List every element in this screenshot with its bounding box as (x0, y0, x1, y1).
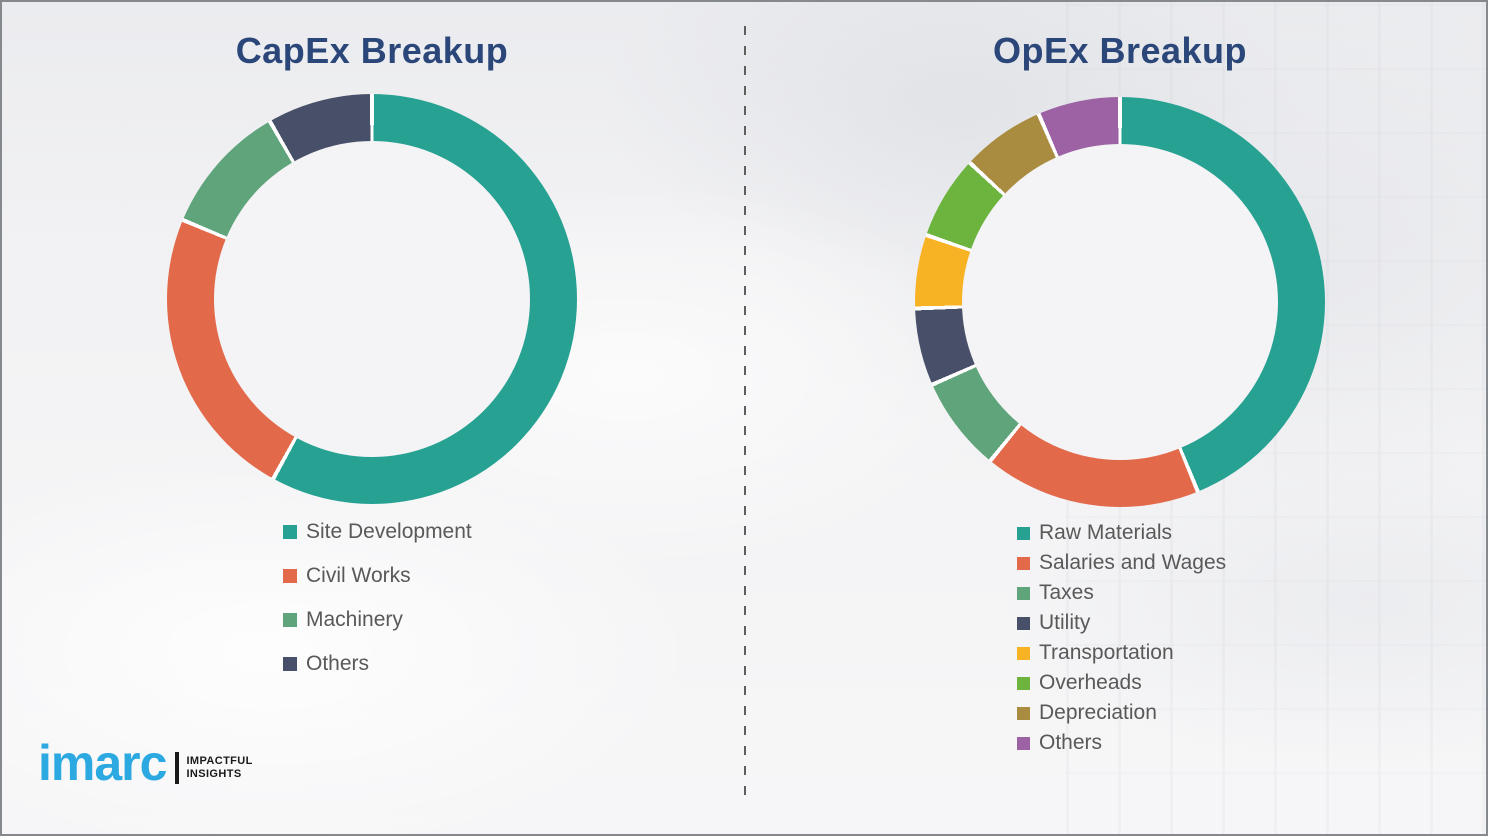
legend-item-site-development: Site Development (283, 510, 472, 554)
legend-swatch-icon (283, 613, 297, 627)
legend-label: Raw Materials (1039, 521, 1173, 544)
legend-label: Taxes (1039, 581, 1094, 604)
legend-item-others: Others (1017, 728, 1226, 758)
capex-donut-hole (214, 141, 530, 457)
legend-swatch-icon (1017, 676, 1030, 690)
legend-item-utility: Utility (1017, 608, 1226, 638)
legend-swatch-icon (1017, 736, 1030, 750)
legend-swatch-icon (1017, 586, 1030, 600)
legend-item-overheads: Overheads (1017, 668, 1226, 698)
legend-swatch-icon (1017, 526, 1030, 540)
legend-item-others: Others (283, 642, 472, 686)
imarc-wordmark: imarc (38, 735, 167, 791)
legend-item-taxes: Taxes (1017, 578, 1226, 608)
legend-swatch-icon (1017, 646, 1030, 660)
logo-tagline-line2: INSIGHTS (186, 768, 242, 780)
legend-item-civil-works: Civil Works (283, 554, 472, 598)
legend-item-salaries-and-wages: Salaries and Wages (1017, 548, 1226, 578)
opex-donut-hole (962, 144, 1278, 460)
legend-label: Overheads (1039, 671, 1142, 694)
legend-item-raw-materials: Raw Materials (1017, 518, 1226, 548)
opex-chart-title: OpEx Breakup (992, 30, 1248, 71)
legend-swatch-icon (283, 525, 297, 539)
capex-donut-chart (167, 94, 577, 504)
legend-swatch-icon (1017, 706, 1030, 720)
legend-label: Others (306, 652, 370, 675)
opex-donut-chart (915, 97, 1325, 507)
legend-label: Salaries and Wages (1039, 551, 1227, 574)
legend-label: Site Development (306, 520, 472, 543)
legend-swatch-icon (1017, 616, 1030, 630)
legend-label: Civil Works (306, 564, 411, 587)
legend-swatch-icon (283, 569, 297, 583)
legend-label: Transportation (1039, 641, 1174, 664)
capex-legend: Site Development Civil Works Machinery Othe… (283, 510, 472, 686)
capex-chart-title: CapEx Breakup (235, 30, 509, 71)
logo-divider-bar (175, 752, 180, 784)
section-divider-dashed-line (744, 26, 746, 796)
legend-label: Depreciation (1039, 701, 1157, 724)
legend-label: Machinery (306, 608, 403, 631)
legend-swatch-icon (1017, 556, 1030, 570)
imarc-logo: imarc IMPACTFUL INSIGHTS (38, 735, 253, 791)
logo-tagline-line1: IMPACTFUL (186, 755, 253, 767)
legend-item-depreciation: Depreciation (1017, 698, 1226, 728)
legend-item-machinery: Machinery (283, 598, 472, 642)
opex-legend: Raw Materials Salaries and Wages Taxes Util… (1017, 518, 1226, 758)
legend-item-transportation: Transportation (1017, 638, 1226, 668)
legend-swatch-icon (283, 657, 297, 671)
logo-tagline: IMPACTFUL INSIGHTS (186, 755, 252, 781)
legend-label: Utility (1039, 611, 1091, 634)
legend-label: Others (1039, 731, 1103, 754)
